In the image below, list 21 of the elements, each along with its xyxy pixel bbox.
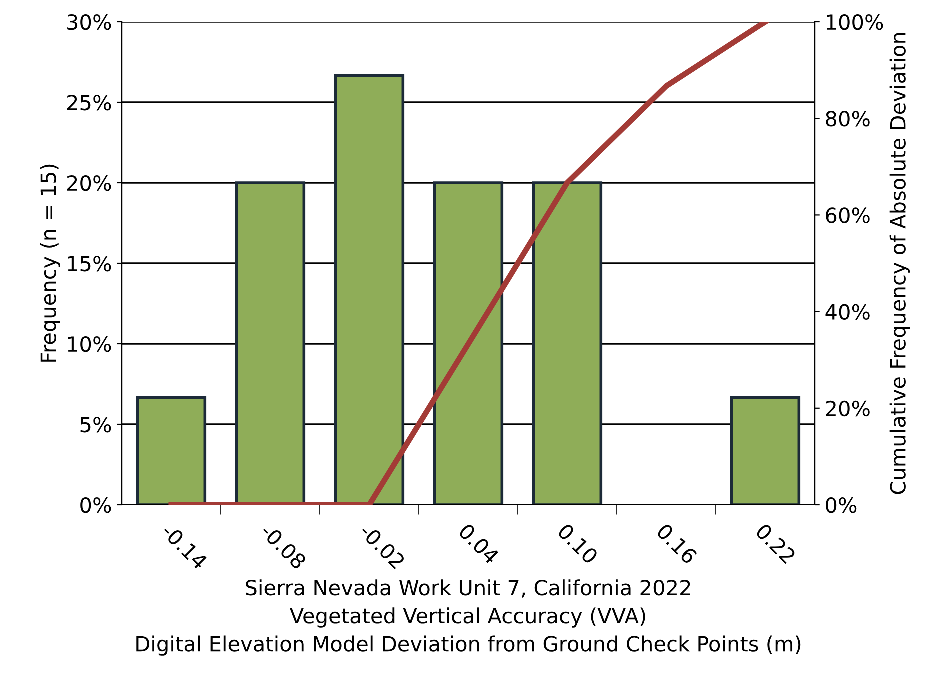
y-axis-title: Frequency (n = 15) (40, 164, 60, 362)
y-tick-label: 10% (68, 336, 112, 352)
y-tick-label: 25% (68, 94, 112, 111)
bar (730, 396, 801, 505)
bar (532, 182, 603, 505)
y2-tick-label: 0% (826, 497, 857, 514)
y2-tick-label: 20% (826, 400, 870, 417)
y-tick-label: 30% (68, 14, 112, 30)
y-tick-label: 20% (68, 175, 112, 192)
y2-axis-title: Cumulative Frequency of Absolute Deviation (890, 33, 910, 494)
bar (433, 182, 504, 505)
y2-tick-label: 60% (826, 208, 870, 224)
bar (136, 396, 207, 505)
y2-tick-label: 80% (826, 111, 870, 127)
y-tick-label: 0% (80, 497, 112, 514)
y2-tick-label: 100% (827, 14, 884, 30)
x-axis-title: Sierra Nevada Work Unit 7, California 2022 Vegetated Vertical Accuracy (VVA) Digital Elevation Model Deviation from Ground Check Points (m) (136, 580, 801, 656)
bar (334, 74, 405, 505)
y-tick-label: 15% (68, 256, 112, 272)
y2-tick-label: 40% (826, 304, 870, 320)
y-tick-label: 5% (80, 416, 112, 433)
